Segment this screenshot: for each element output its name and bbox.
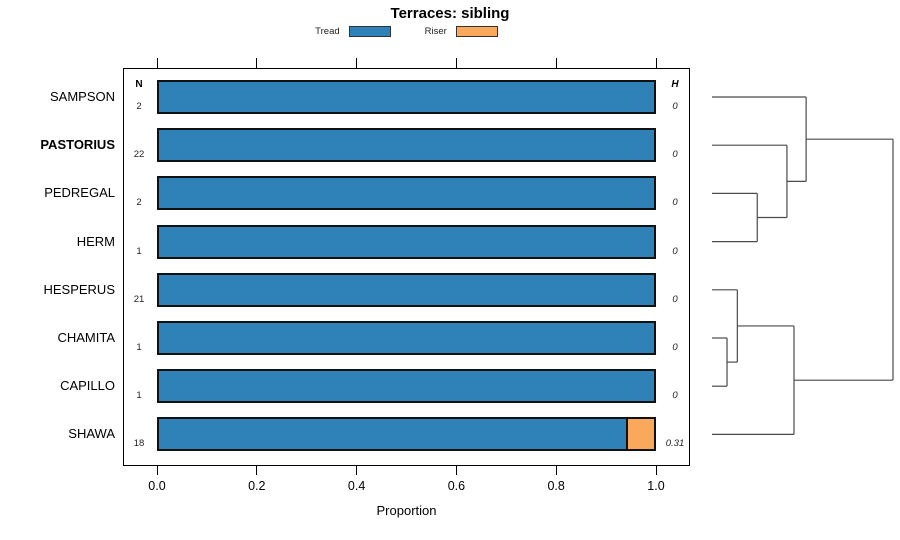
bar-segment-tread <box>159 371 654 402</box>
bar <box>157 369 656 404</box>
legend-item-riser: Riser <box>425 26 498 37</box>
h-value: 0 <box>672 342 678 353</box>
h-value: 0 <box>672 197 678 209</box>
bar <box>157 128 656 163</box>
axis-tick-label: 0.6 <box>447 479 466 493</box>
axis-tick-label: 0.8 <box>547 479 565 493</box>
bar-segment-tread <box>159 178 654 209</box>
h-value: 0 <box>672 149 678 161</box>
axis-tick-top <box>655 58 657 68</box>
n-value: 22 <box>133 149 145 161</box>
axis-tick-label: 0.0 <box>148 479 166 493</box>
bar <box>157 176 656 211</box>
n-value: 21 <box>133 293 145 305</box>
axis-tick-bottom <box>455 466 457 475</box>
axis-tick-top <box>356 58 358 68</box>
axis-tick-label: 0.4 <box>347 479 366 493</box>
legend-item-tread: Tread <box>315 26 391 37</box>
n-value: 1 <box>136 390 142 402</box>
axis-tick-top <box>555 58 557 68</box>
bar-segment-tread <box>159 226 654 257</box>
axis-tick-top <box>156 58 158 68</box>
legend-swatch-tread <box>348 26 391 37</box>
axis-tick-label: 0.2 <box>248 479 266 493</box>
bar <box>157 80 656 114</box>
legend-label-tread: Tread <box>315 26 340 37</box>
bar <box>157 417 656 452</box>
bar-segment-tread <box>159 130 654 161</box>
h-value: 0 <box>672 245 678 257</box>
bar-segment-tread <box>159 274 654 305</box>
bar-segment-tread <box>159 82 654 112</box>
bar-segment-riser <box>626 419 654 450</box>
category-label: SHAWA <box>68 426 115 442</box>
axis-tick-bottom <box>356 466 358 475</box>
category-label: PASTORIUS <box>40 137 115 153</box>
bar <box>157 321 656 355</box>
axis-tick-bottom <box>655 466 657 475</box>
axis-tick-bottom <box>256 466 258 475</box>
category-label: SAMPSON <box>49 89 115 104</box>
bar <box>157 272 656 307</box>
h-value: 0 <box>672 390 678 402</box>
n-value: 18 <box>133 438 145 450</box>
h-value: 0 <box>672 293 678 305</box>
n-value: 2 <box>136 197 142 209</box>
bar <box>157 224 656 259</box>
category-label: HESPERUS <box>43 281 115 297</box>
legend-label-riser: Riser <box>424 26 447 37</box>
bar-segment-tread <box>159 323 654 353</box>
axis-tick-top <box>455 58 457 68</box>
category-label: CAPILLO <box>60 378 115 394</box>
x-axis-label: Proportion <box>376 503 437 518</box>
chart-title: Terraces: sibling <box>390 5 510 22</box>
category-label: PEDREGAL <box>44 185 115 201</box>
category-label: HERM <box>76 233 115 249</box>
axis-tick-bottom <box>156 466 158 475</box>
n-value: 1 <box>136 342 142 353</box>
n-column-header: N <box>135 79 143 90</box>
legend-swatch-riser <box>455 26 498 37</box>
n-value: 2 <box>136 101 142 112</box>
axis-tick-top <box>256 58 258 68</box>
axis-tick-bottom <box>555 466 557 475</box>
h-value: 0.31 <box>665 438 685 450</box>
h-value: 0 <box>672 101 678 112</box>
n-value: 1 <box>136 245 142 257</box>
bar-segment-tread <box>159 419 627 450</box>
plot-area <box>123 68 690 466</box>
h-column-header: H <box>671 79 679 90</box>
legend: Tread Riser <box>123 26 690 37</box>
axis-tick-label: 1.0 <box>647 479 665 493</box>
category-label: CHAMITA <box>57 330 115 345</box>
